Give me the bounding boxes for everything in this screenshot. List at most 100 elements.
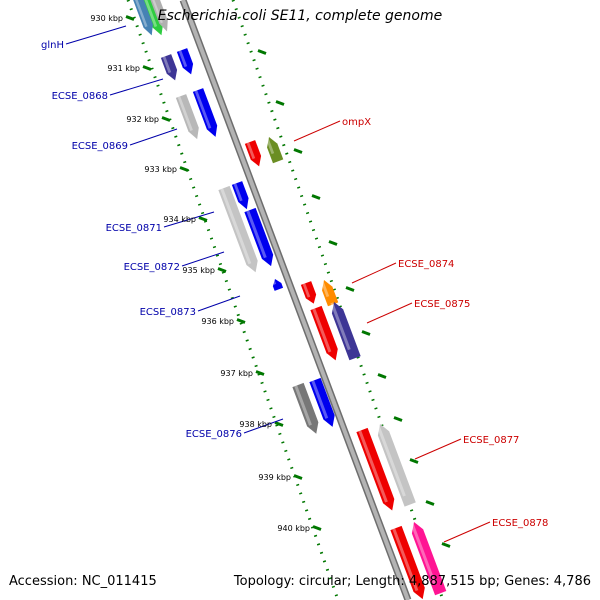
gene-highlight — [178, 50, 188, 68]
gene-highlight — [233, 183, 243, 202]
gene-0873-blue — [272, 279, 284, 291]
gene-0878-red — [390, 525, 425, 600]
gene-label-right: ECSE_0875 — [414, 299, 470, 310]
right-scale-dash — [311, 194, 321, 200]
gene-0872-blue — [244, 207, 274, 267]
right-scale-dash — [393, 416, 403, 422]
gene-glnH-green — [142, 0, 164, 36]
genome-backbone — [179, 0, 412, 600]
kbp-tick-label: 930 kbp — [90, 14, 123, 23]
gene-0868-purple — [160, 54, 178, 81]
gene-label-right: ompX — [342, 117, 371, 128]
kbp-tick-label: 939 kbp — [258, 473, 291, 482]
gene-highlight — [246, 142, 256, 160]
kbp-scale-tick — [255, 370, 265, 376]
gene-label-left: ECSE_0873 — [140, 307, 196, 318]
kbp-tick-label: 936 kbp — [201, 317, 234, 326]
right-scale-dash — [257, 49, 267, 55]
gene-label-left: ECSE_0869 — [72, 141, 128, 152]
left-label-leader — [163, 211, 215, 228]
gene-highlight — [320, 280, 330, 298]
kbp-scale-tick — [179, 166, 189, 172]
right-scale-dash — [425, 500, 435, 506]
gene-label-right: ECSE_0878 — [492, 518, 548, 529]
gene-ompX-red — [244, 140, 262, 167]
right-label-leader — [366, 302, 413, 324]
right-scale-dash — [275, 100, 285, 106]
genome-summary-text: Topology: circular; Length: 4,887,515 bp… — [233, 574, 591, 589]
accession-text: Accession: NC_011415 — [9, 574, 157, 589]
gene-highlight — [265, 137, 275, 155]
gene-0869-blue — [192, 88, 218, 137]
gene-label-left: ECSE_0871 — [106, 223, 162, 234]
gene-highlight — [177, 96, 193, 131]
left-label-leader — [65, 25, 127, 45]
gene-highlight — [358, 430, 388, 503]
left-label-leader — [129, 128, 178, 146]
right-scale-dash — [377, 373, 387, 379]
left-label-leader — [109, 78, 164, 96]
kbp-scale-tick — [236, 318, 246, 324]
gene-0878-pink — [411, 522, 447, 596]
gene-highlight — [152, 0, 163, 24]
kbp-scale-tick — [274, 421, 284, 427]
kbp-scale-tick — [161, 116, 171, 122]
right-scale-dash — [328, 240, 338, 246]
kbp-tick-label: 934 kbp — [163, 215, 196, 224]
gene-0876-gray — [292, 382, 319, 434]
right-label-leader — [414, 438, 462, 460]
gene-highlight — [272, 279, 277, 285]
gene-highlight — [144, 0, 158, 28]
backbone-line — [181, 0, 410, 600]
gene-glnH-gray — [150, 0, 168, 32]
right-scale-dash — [441, 542, 451, 548]
text-labels: 930 kbp 931 kbp 932 kbp 933 kbp 934 kbp 935 k… — [41, 14, 548, 533]
gene-0876-blue — [309, 377, 335, 427]
gene-label-left: ECSE_0868 — [52, 91, 108, 102]
kbp-scale-tick — [293, 474, 303, 480]
kbp-tick-label: 935 kbp — [182, 266, 215, 275]
gene-0874-orange — [322, 280, 339, 307]
gene-0877-red — [356, 427, 395, 511]
right-guide-line — [231, 0, 445, 600]
gene-glnH-blue — [133, 0, 153, 36]
map-title: Escherichia coli SE11, complete genome — [157, 8, 443, 24]
gene-highlight — [162, 56, 172, 74]
gene-features — [133, 0, 447, 600]
right-label-leader — [443, 521, 491, 543]
gene-highlight — [376, 424, 406, 497]
right-label-leader — [351, 262, 397, 284]
kbp-tick-label: 931 kbp — [107, 64, 140, 73]
gene-highlight — [302, 283, 311, 298]
gene-0868-blue — [176, 48, 194, 75]
kbp-tick-label: 940 kbp — [277, 524, 310, 533]
gene-highlight — [312, 308, 332, 353]
left-label-leader — [197, 295, 241, 312]
gene-0871-gray — [218, 185, 258, 273]
left-label-leader — [181, 251, 225, 267]
gene-0869-gray — [175, 94, 199, 140]
gene-highlight — [135, 0, 148, 28]
gene-highlight — [194, 90, 212, 129]
right-scale-dash — [345, 286, 355, 292]
gene-highlight — [246, 210, 267, 259]
gene-label-left: ECSE_0876 — [186, 429, 242, 440]
gene-label-right: ECSE_0877 — [463, 435, 519, 446]
kbp-tick-label: 938 kbp — [239, 420, 272, 429]
kbp-tick-label: 933 kbp — [144, 165, 177, 174]
left-label-leader — [243, 418, 284, 434]
gene-0871-blue — [231, 181, 249, 210]
gene-label-left: ECSE_0872 — [124, 262, 180, 273]
kbp-scale-tick — [198, 216, 208, 222]
gene-ompX-olive — [267, 137, 284, 164]
kbp-scale-tick — [312, 525, 322, 531]
right-label-leader — [293, 120, 341, 142]
gene-label-left: glnH — [41, 40, 64, 51]
kbp-scale-tick — [142, 65, 152, 71]
gene-highlight — [311, 380, 329, 419]
gene-highlight — [294, 385, 312, 426]
gene-label-right: ECSE_0874 — [398, 259, 454, 270]
right-scale-dash — [409, 458, 419, 464]
gene-0874-red — [300, 281, 317, 304]
